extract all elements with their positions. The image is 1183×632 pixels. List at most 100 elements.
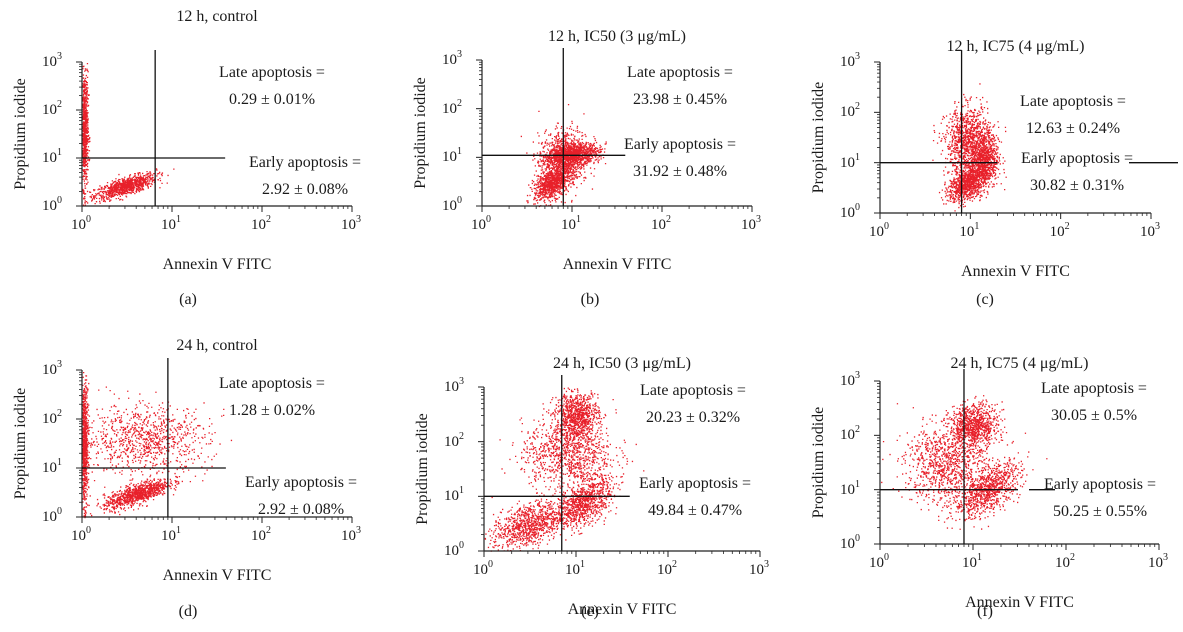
tick-base: 10 bbox=[1140, 224, 1155, 240]
tick-exponent: 2 bbox=[855, 101, 860, 113]
panel-label: (b) bbox=[580, 291, 600, 308]
tick-base: 10 bbox=[840, 481, 855, 498]
tick-base: 10 bbox=[840, 54, 855, 70]
cluster-4 bbox=[499, 395, 645, 507]
cluster-1 bbox=[84, 168, 175, 207]
tick-exponent: 0 bbox=[57, 506, 62, 517]
early-apoptosis-value: 2.92 ± 0.08% bbox=[261, 181, 349, 198]
tick-exponent: 0 bbox=[488, 559, 493, 570]
tick-exponent: 3 bbox=[855, 370, 860, 381]
early-apoptosis-value: 30.82 ± 0.31% bbox=[1029, 177, 1125, 194]
cluster-2 bbox=[938, 140, 998, 212]
cluster-2 bbox=[82, 372, 93, 519]
tick-exponent: 3 bbox=[457, 49, 462, 60]
tick-exponent: 2 bbox=[57, 408, 62, 419]
early-apoptosis-label: Early apoptosis = bbox=[623, 136, 737, 153]
point-cloud bbox=[84, 168, 175, 207]
point-cloud bbox=[541, 443, 623, 541]
tick-exponent: 3 bbox=[756, 214, 761, 225]
early-apoptosis-label: Early apoptosis = bbox=[1043, 476, 1157, 493]
panel-label: (e) bbox=[581, 603, 599, 620]
data-points bbox=[82, 63, 175, 207]
x-axis-label: Annexin V FITC bbox=[567, 601, 677, 618]
x-tick-label: 101 bbox=[565, 560, 585, 579]
late-apoptosis-value: 1.28 ± 0.02% bbox=[228, 402, 316, 419]
early-apoptosis-value: 50.25 ± 0.55% bbox=[1052, 503, 1148, 520]
x-tick-label: 102 bbox=[251, 215, 271, 234]
tick-base: 10 bbox=[840, 427, 855, 444]
y-tick-label: 103 bbox=[42, 51, 62, 71]
y-tick-label: 103 bbox=[840, 370, 860, 390]
tick-base: 10 bbox=[959, 224, 975, 240]
x-axis-label: Annexin V FITC bbox=[162, 256, 272, 273]
early-apoptosis-label: Early apoptosis = bbox=[248, 154, 362, 171]
late-apoptosis-label: Late apoptosis = bbox=[1020, 93, 1126, 110]
late-apoptosis-value: 20.23 ± 0.32% bbox=[645, 409, 741, 426]
tick-exponent: 0 bbox=[57, 195, 62, 206]
x-tick-label: 100 bbox=[473, 559, 493, 579]
y-tick-label: 102 bbox=[42, 99, 62, 119]
tick-base: 10 bbox=[444, 433, 459, 450]
chart-title: 24 h, control bbox=[176, 337, 258, 354]
x-tick-label: 102 bbox=[657, 560, 677, 579]
tick-base: 10 bbox=[962, 555, 977, 571]
cluster-3 bbox=[484, 486, 585, 552]
point-cloud bbox=[932, 83, 1007, 188]
point-cloud bbox=[484, 486, 585, 552]
tick-base: 10 bbox=[869, 224, 884, 240]
tick-base: 10 bbox=[840, 373, 855, 389]
point-cloud bbox=[959, 121, 1007, 202]
data-points bbox=[82, 372, 233, 519]
point-cloud bbox=[82, 63, 91, 206]
tick-exponent: 3 bbox=[1163, 552, 1168, 563]
tick-exponent: 2 bbox=[266, 525, 271, 536]
tick-exponent: 1 bbox=[977, 552, 982, 563]
chart-title: 24 h, IC75 (4 μg/mL) bbox=[950, 355, 1089, 372]
tick-base: 10 bbox=[442, 52, 457, 68]
y-tick-label: 100 bbox=[42, 195, 62, 215]
tick-exponent: 3 bbox=[764, 559, 769, 570]
tick-base: 10 bbox=[42, 54, 57, 70]
cluster-3 bbox=[881, 403, 1020, 521]
x-tick-label: 100 bbox=[869, 553, 889, 572]
x-tick-label: 102 bbox=[651, 215, 671, 234]
tick-base: 10 bbox=[444, 543, 459, 559]
tick-base: 10 bbox=[1049, 224, 1065, 240]
tick-base: 10 bbox=[341, 528, 356, 544]
y-tick-label: 100 bbox=[42, 506, 62, 526]
tick-base: 10 bbox=[1055, 555, 1070, 571]
tick-base: 10 bbox=[651, 217, 666, 233]
y-tick-label: 101 bbox=[444, 486, 464, 505]
tick-base: 10 bbox=[442, 149, 457, 166]
early-apoptosis-label: Early apoptosis = bbox=[638, 475, 752, 492]
tick-exponent: 0 bbox=[86, 214, 91, 225]
y-tick-label: 101 bbox=[840, 479, 860, 499]
tick-exponent: 1 bbox=[57, 457, 62, 468]
early-apoptosis-value: 31.92 ± 0.48% bbox=[632, 163, 728, 180]
cluster-1 bbox=[932, 83, 1007, 188]
tick-exponent: 3 bbox=[57, 51, 62, 62]
x-tick-label: 102 bbox=[251, 525, 271, 545]
tick-base: 10 bbox=[444, 488, 459, 505]
y-tick-label: 103 bbox=[442, 49, 462, 69]
tick-exponent: 1 bbox=[57, 147, 62, 158]
tick-base: 10 bbox=[42, 102, 57, 118]
tick-exponent: 1 bbox=[176, 525, 181, 536]
x-tick-label: 103 bbox=[341, 215, 361, 234]
late-apoptosis-value: 30.05 ± 0.5% bbox=[1050, 407, 1138, 424]
tick-base: 10 bbox=[42, 362, 57, 378]
point-cloud bbox=[82, 386, 233, 498]
tick-exponent: 2 bbox=[57, 99, 62, 110]
data-points bbox=[881, 395, 1048, 530]
x-tick-label: 101 bbox=[161, 215, 181, 234]
cluster-1 bbox=[939, 395, 1027, 459]
tick-exponent: 2 bbox=[457, 97, 462, 109]
cluster-2 bbox=[526, 158, 592, 208]
tick-base: 10 bbox=[840, 536, 855, 552]
tick-base: 10 bbox=[42, 411, 57, 427]
tick-base: 10 bbox=[840, 205, 855, 221]
tick-base: 10 bbox=[749, 562, 764, 578]
